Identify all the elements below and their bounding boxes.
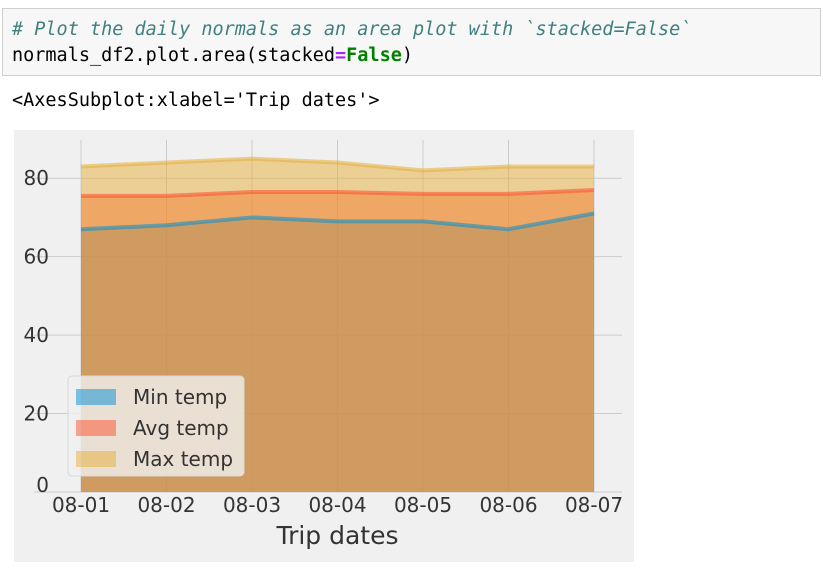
y-tick-label: 0 xyxy=(36,473,49,497)
code-keyword: False xyxy=(346,45,402,66)
line-max-temp xyxy=(80,156,594,173)
x-tick-label: 08-01 xyxy=(52,493,110,517)
y-tick-label: 60 xyxy=(24,245,49,269)
code-cell[interactable]: # Plot the daily normals as an area plot… xyxy=(2,8,821,76)
legend-swatch xyxy=(76,451,116,467)
x-tick-label: 08-02 xyxy=(137,493,195,517)
code-comment: # Plot the daily normals as an area plot… xyxy=(12,19,692,40)
chart-container: 0 20 40 60 80 08-01 08-02 08-03 08-04 08-05 08-06 0… xyxy=(14,130,634,562)
y-tick-label: 40 xyxy=(24,323,49,347)
code-statement-line: normals_df2.plot.area(stacked=False) xyxy=(12,45,413,66)
code-close-paren: ) xyxy=(401,45,413,66)
x-tick-label: 08-06 xyxy=(479,493,537,517)
legend-label: Min temp xyxy=(133,385,227,409)
area-chart: 0 20 40 60 80 08-01 08-02 08-03 08-04 08-05 08-06 0… xyxy=(14,130,634,562)
x-axis-label: Trip dates xyxy=(275,521,398,550)
output-text: <AxesSubplot:xlabel='Trip dates'> xyxy=(12,90,380,111)
code-call: normals_df2.plot.area(stacked xyxy=(12,45,336,66)
x-tick-label: 08-07 xyxy=(565,493,623,517)
legend-label: Avg temp xyxy=(133,416,229,440)
line-min-temp xyxy=(80,211,595,232)
x-tick-label: 08-04 xyxy=(308,493,366,517)
x-tick-label: 08-03 xyxy=(223,493,281,517)
code-operator: = xyxy=(335,45,347,66)
code-comment-line: # Plot the daily normals as an area plot… xyxy=(12,19,691,40)
y-tick-label: 80 xyxy=(24,166,49,190)
line-avg-temp xyxy=(81,187,595,198)
legend-swatch xyxy=(76,389,116,405)
y-tick-label: 20 xyxy=(24,402,49,426)
legend-swatch xyxy=(76,420,116,436)
x-tick-label: 08-05 xyxy=(394,493,452,517)
legend-label: Max temp xyxy=(133,447,233,471)
